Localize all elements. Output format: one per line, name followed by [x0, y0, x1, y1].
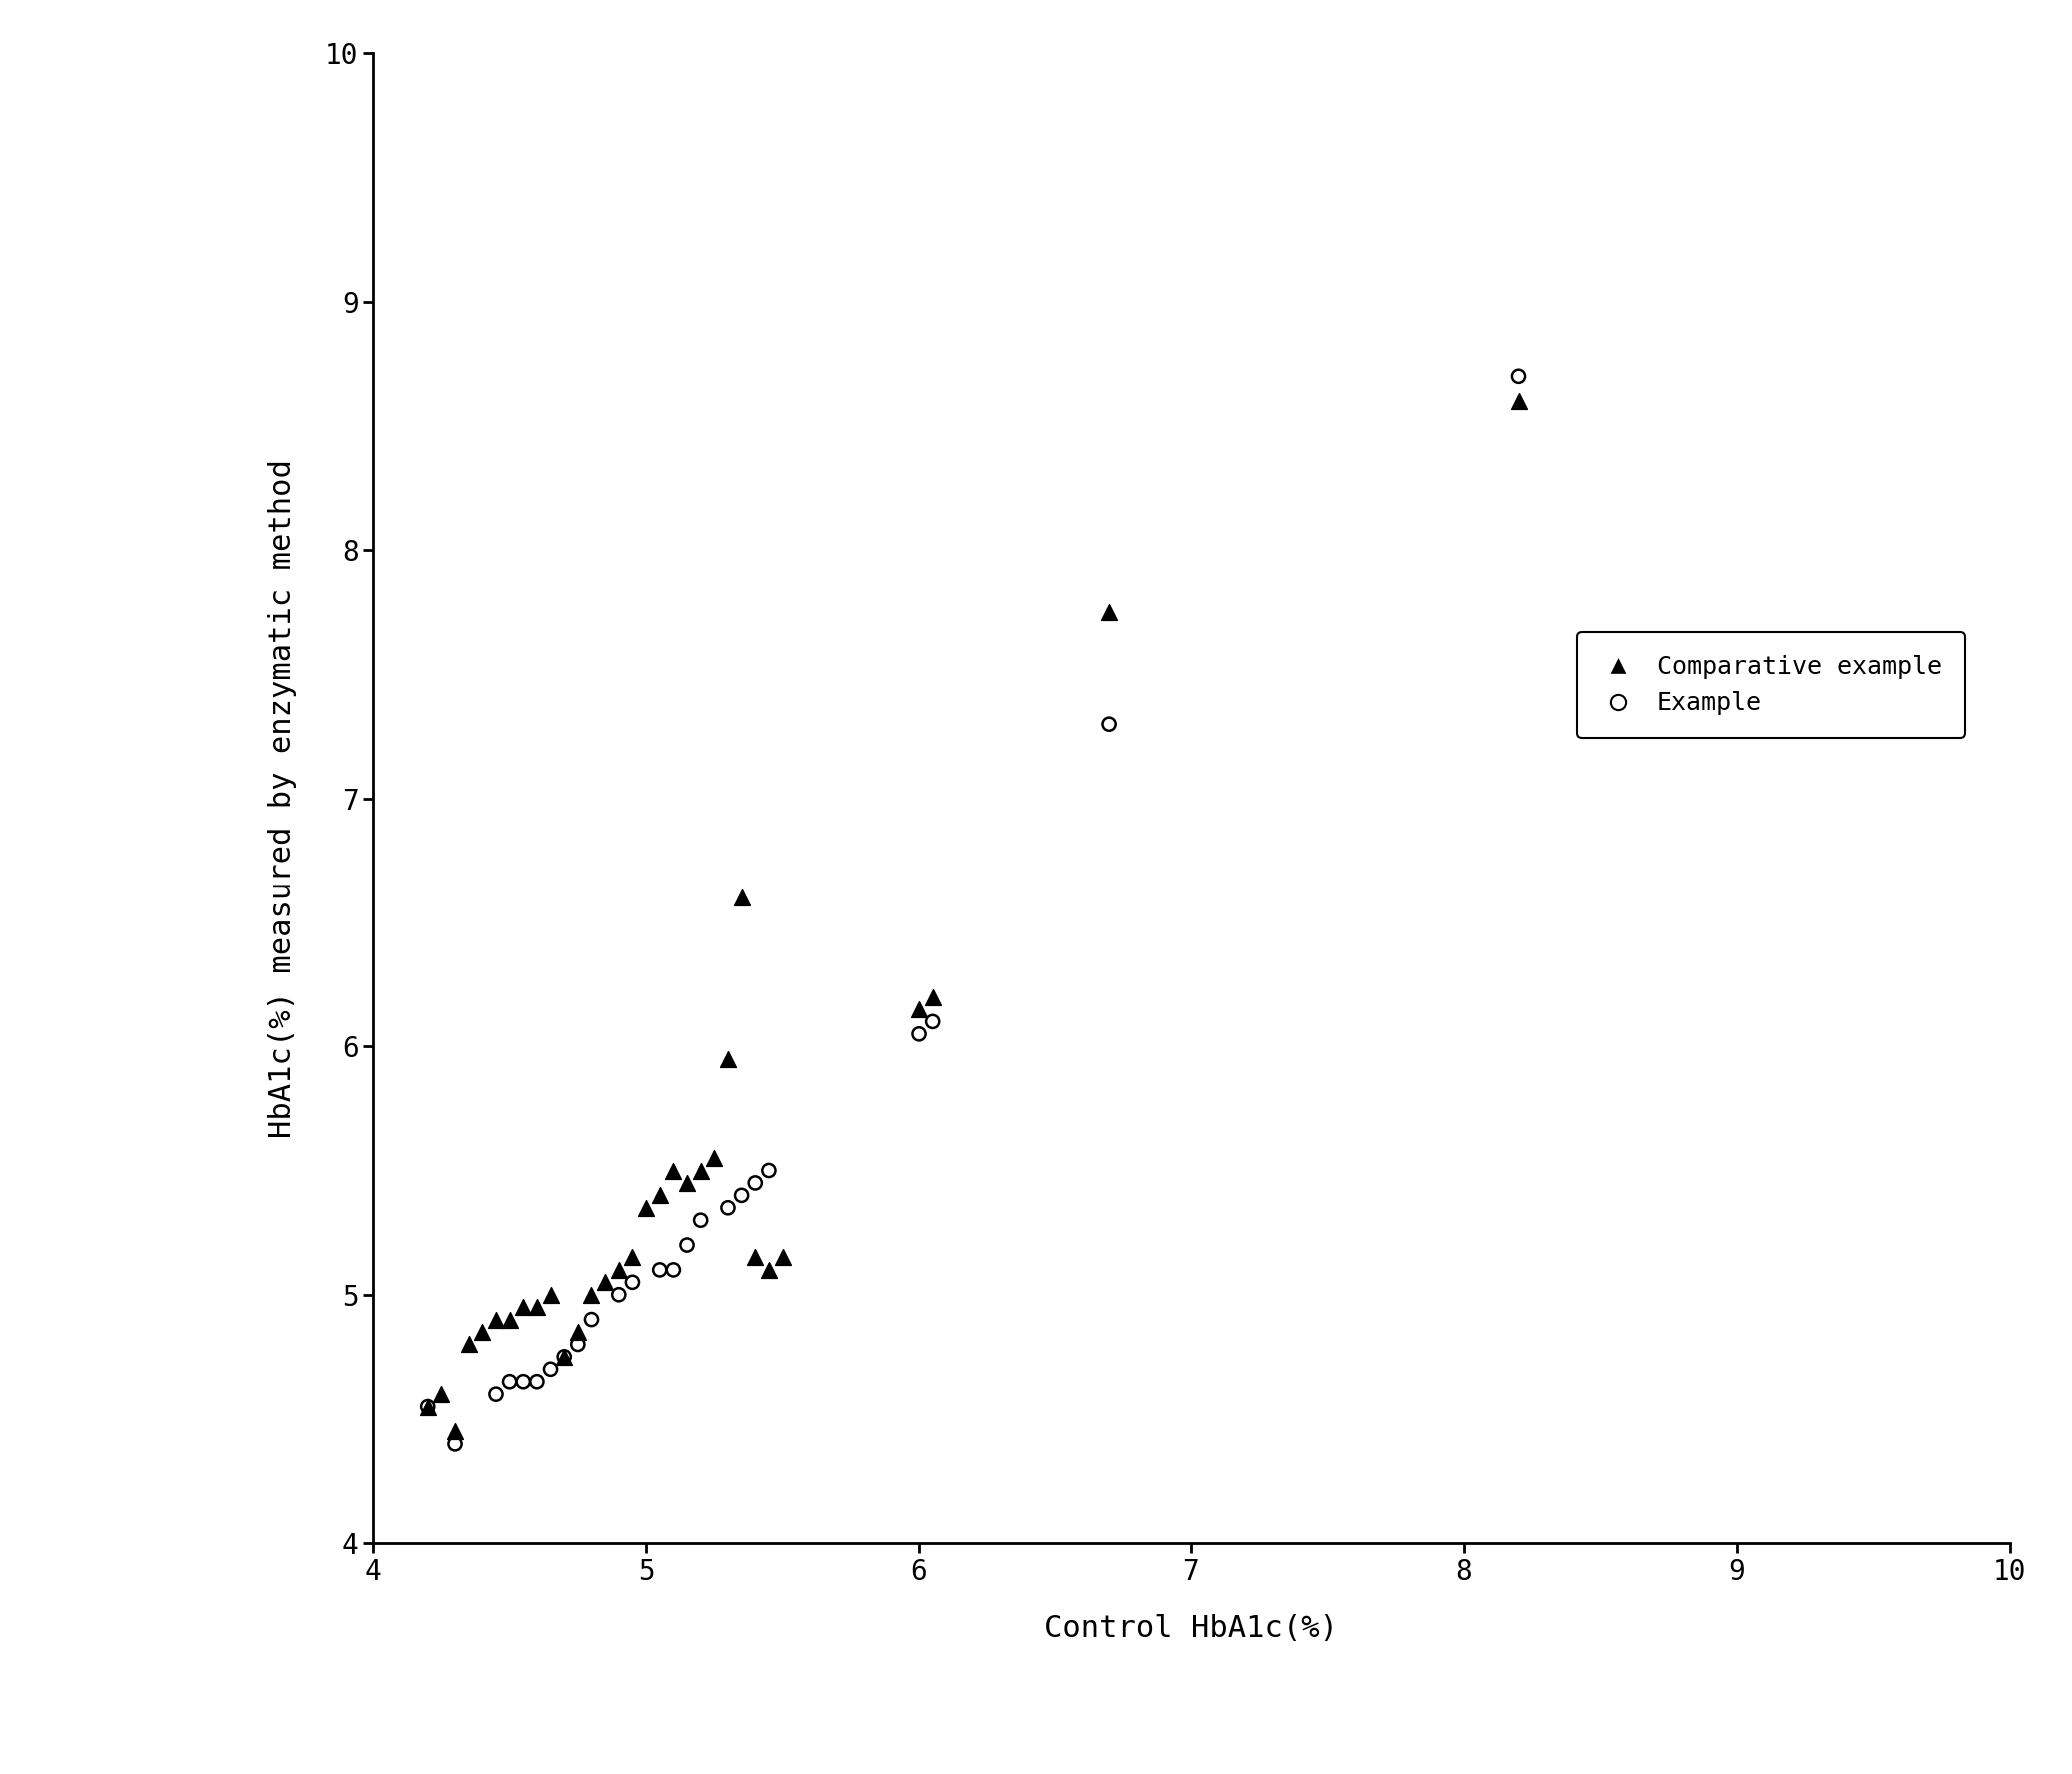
Point — [916, 1008, 949, 1036]
Point — [1094, 710, 1127, 738]
Point — [506, 1368, 539, 1396]
Point — [410, 1393, 443, 1421]
Legend: Comparative example, Example: Comparative example, Example — [1577, 632, 1964, 738]
Point — [615, 1244, 649, 1272]
Point — [642, 1181, 675, 1210]
Point — [916, 983, 949, 1011]
Point — [669, 1169, 702, 1197]
Point — [562, 1318, 595, 1346]
Point — [684, 1157, 717, 1185]
Point — [425, 1380, 458, 1409]
Point — [588, 1268, 622, 1297]
Point — [711, 1045, 744, 1073]
Point — [603, 1256, 636, 1284]
Point — [520, 1293, 553, 1322]
Point — [657, 1256, 690, 1284]
Point — [615, 1268, 649, 1297]
Point — [767, 1244, 800, 1272]
Point — [437, 1417, 470, 1446]
Point — [479, 1306, 512, 1334]
Point — [520, 1368, 553, 1396]
Point — [684, 1206, 717, 1235]
Point — [725, 1181, 758, 1210]
Point — [452, 1330, 485, 1359]
Point — [738, 1244, 771, 1272]
Point — [574, 1306, 607, 1334]
Point — [493, 1368, 526, 1396]
Point — [547, 1343, 580, 1371]
Point — [738, 1169, 771, 1197]
Y-axis label: HbA1c(%) measured by enzymatic method: HbA1c(%) measured by enzymatic method — [267, 458, 296, 1139]
Point — [437, 1430, 470, 1458]
Point — [535, 1281, 568, 1309]
Point — [669, 1231, 702, 1260]
Point — [410, 1393, 443, 1421]
Point — [901, 1020, 934, 1048]
Point — [725, 883, 758, 912]
Point — [574, 1281, 607, 1309]
Point — [752, 1256, 785, 1284]
X-axis label: Control HbA1c(%): Control HbA1c(%) — [1044, 1614, 1339, 1643]
Point — [547, 1343, 580, 1371]
Point — [630, 1194, 663, 1222]
Point — [698, 1144, 731, 1173]
Point — [752, 1157, 785, 1185]
Point — [642, 1256, 675, 1284]
Point — [1094, 598, 1127, 626]
Point — [657, 1157, 690, 1185]
Point — [466, 1318, 499, 1346]
Point — [506, 1293, 539, 1322]
Point — [901, 995, 934, 1024]
Point — [1502, 362, 1535, 390]
Point — [479, 1380, 512, 1409]
Point — [535, 1355, 568, 1384]
Point — [603, 1281, 636, 1309]
Point — [711, 1194, 744, 1222]
Point — [493, 1306, 526, 1334]
Point — [562, 1330, 595, 1359]
Point — [1502, 387, 1535, 415]
